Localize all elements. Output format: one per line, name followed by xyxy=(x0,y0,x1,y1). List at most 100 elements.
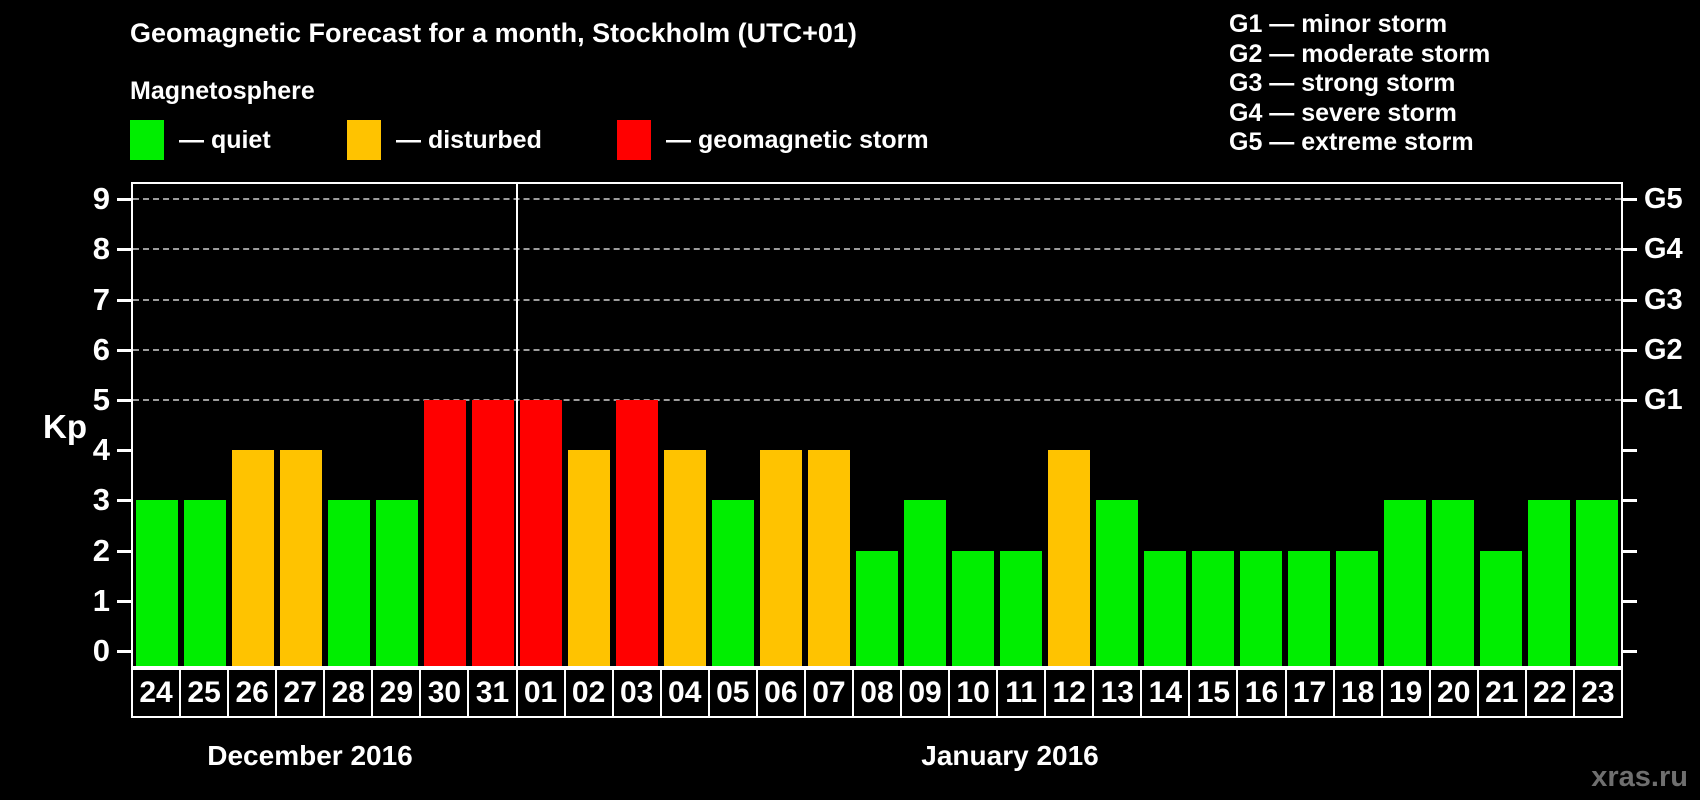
kp-bar-03 xyxy=(616,400,658,666)
legend-item-disturbed: — disturbed xyxy=(347,119,542,161)
date-label-06: 06 xyxy=(755,668,806,718)
date-label-03: 03 xyxy=(611,668,662,718)
right-tick-kp9 xyxy=(1623,198,1637,202)
date-label-14: 14 xyxy=(1140,668,1191,718)
kp-bar-10 xyxy=(952,550,994,666)
left-tick-kp9 xyxy=(117,198,131,202)
kp-bar-11 xyxy=(1000,550,1042,666)
legend-item-storm: — geomagnetic storm xyxy=(617,119,929,161)
y-tick-label-6: 6 xyxy=(92,331,110,367)
kp-bar-05 xyxy=(712,500,754,666)
left-tick-kp6 xyxy=(117,348,131,352)
date-label-10: 10 xyxy=(948,668,999,718)
kp-bar-07 xyxy=(808,450,850,666)
g-axis-label-g2: G2 xyxy=(1644,333,1683,366)
date-label-22: 22 xyxy=(1524,668,1575,718)
kp-bar-15 xyxy=(1192,550,1234,666)
date-label-19: 19 xyxy=(1380,668,1431,718)
date-label-13: 13 xyxy=(1092,668,1143,718)
date-label-26: 26 xyxy=(227,668,278,718)
month-label-december: December 2016 xyxy=(207,740,413,771)
g-axis-label-g1: G1 xyxy=(1644,384,1683,416)
date-label-05: 05 xyxy=(707,668,758,718)
kp-bar-29 xyxy=(376,500,418,666)
kp-bar-20 xyxy=(1432,500,1474,666)
disturbed-color-swatch xyxy=(347,120,381,160)
date-axis: 24 25 26 27 28 29 30 31 01 02 03 04 05 06 07 08 09 10 11 12… xyxy=(131,668,1623,718)
kp-bar-13 xyxy=(1096,500,1138,666)
gridline-kp8 xyxy=(133,248,1621,251)
g-axis-label-g4: G4 xyxy=(1644,233,1683,266)
storm-color-swatch xyxy=(617,120,651,160)
date-label-21: 21 xyxy=(1476,668,1527,718)
gridline-kp9 xyxy=(133,198,1621,201)
plot-area xyxy=(131,182,1623,668)
y-tick-label-4: 4 xyxy=(92,432,110,468)
kp-bar-26 xyxy=(232,450,274,666)
date-label-08: 08 xyxy=(851,668,902,718)
kp-bar-18 xyxy=(1336,550,1378,666)
left-tick-kp2 xyxy=(117,549,131,553)
g-scale-legend: G1 — minor storm G2 — moderate storm G3 … xyxy=(1229,10,1490,158)
date-label-01: 01 xyxy=(515,668,566,718)
left-tick-kp1 xyxy=(117,599,131,603)
kp-bar-22 xyxy=(1528,500,1570,666)
date-label-07: 07 xyxy=(803,668,854,718)
kp-bar-09 xyxy=(904,500,946,666)
date-label-04: 04 xyxy=(659,668,710,718)
kp-bar-19 xyxy=(1384,500,1426,666)
kp-bar-01 xyxy=(520,400,562,666)
right-tick-kp4 xyxy=(1623,449,1637,453)
date-label-16: 16 xyxy=(1236,668,1287,718)
g-legend-g5: G5 — extreme storm xyxy=(1229,128,1474,156)
kp-bar-24 xyxy=(136,500,178,666)
kp-bar-23 xyxy=(1576,500,1618,666)
date-label-09: 09 xyxy=(900,668,951,718)
kp-bar-08 xyxy=(856,550,898,666)
y-tick-label-0: 0 xyxy=(92,633,110,668)
y-tick-label-5: 5 xyxy=(92,382,110,417)
kp-bar-30 xyxy=(424,400,466,666)
right-tick-kp2 xyxy=(1623,549,1637,553)
left-tick-kp5 xyxy=(117,399,131,402)
quiet-color-swatch xyxy=(130,120,164,160)
legend-label-disturbed: — disturbed xyxy=(396,125,542,154)
legend-label-storm: — geomagnetic storm xyxy=(666,125,929,154)
date-label-17: 17 xyxy=(1284,668,1335,718)
kp-bar-02 xyxy=(568,450,610,666)
y-axis-title: Kp xyxy=(43,408,87,445)
kp-bar-17 xyxy=(1288,550,1330,666)
kp-bar-27 xyxy=(280,450,322,666)
right-tick-kp5 xyxy=(1623,399,1637,402)
right-tick-kp7 xyxy=(1623,298,1637,302)
y-tick-label-2: 2 xyxy=(92,532,110,568)
y-tick-label-7: 7 xyxy=(92,281,110,317)
y-tick-label-8: 8 xyxy=(92,231,110,267)
month-label-january: January 2016 xyxy=(921,740,1099,771)
g-legend-g4: G4 — severe storm xyxy=(1229,98,1457,127)
date-label-23: 23 xyxy=(1572,668,1623,718)
kp-bar-16 xyxy=(1240,550,1282,666)
date-label-02: 02 xyxy=(563,668,614,718)
left-tick-kp0 xyxy=(117,650,131,653)
gridline-kp7 xyxy=(133,298,1621,301)
date-label-24: 24 xyxy=(131,668,182,718)
left-tick-kp7 xyxy=(117,298,131,302)
kp-bar-12 xyxy=(1048,450,1090,666)
date-label-20: 20 xyxy=(1428,668,1479,718)
g-axis-label-g5: G5 xyxy=(1644,183,1683,216)
kp-bar-25 xyxy=(184,500,226,666)
date-label-29: 29 xyxy=(371,668,422,718)
month-boundary-line xyxy=(516,184,518,666)
date-label-18: 18 xyxy=(1332,668,1383,718)
y-tick-label-1: 1 xyxy=(92,582,110,618)
date-label-25: 25 xyxy=(179,668,230,718)
left-tick-kp4 xyxy=(117,449,131,453)
left-tick-kp3 xyxy=(117,499,131,503)
y-tick-label-9: 9 xyxy=(92,181,110,217)
magnetosphere-label: Magnetosphere xyxy=(130,77,315,105)
date-label-12: 12 xyxy=(1044,668,1095,718)
kp-bar-28 xyxy=(328,500,370,666)
date-label-11: 11 xyxy=(996,668,1047,718)
right-tick-kp3 xyxy=(1623,499,1637,503)
